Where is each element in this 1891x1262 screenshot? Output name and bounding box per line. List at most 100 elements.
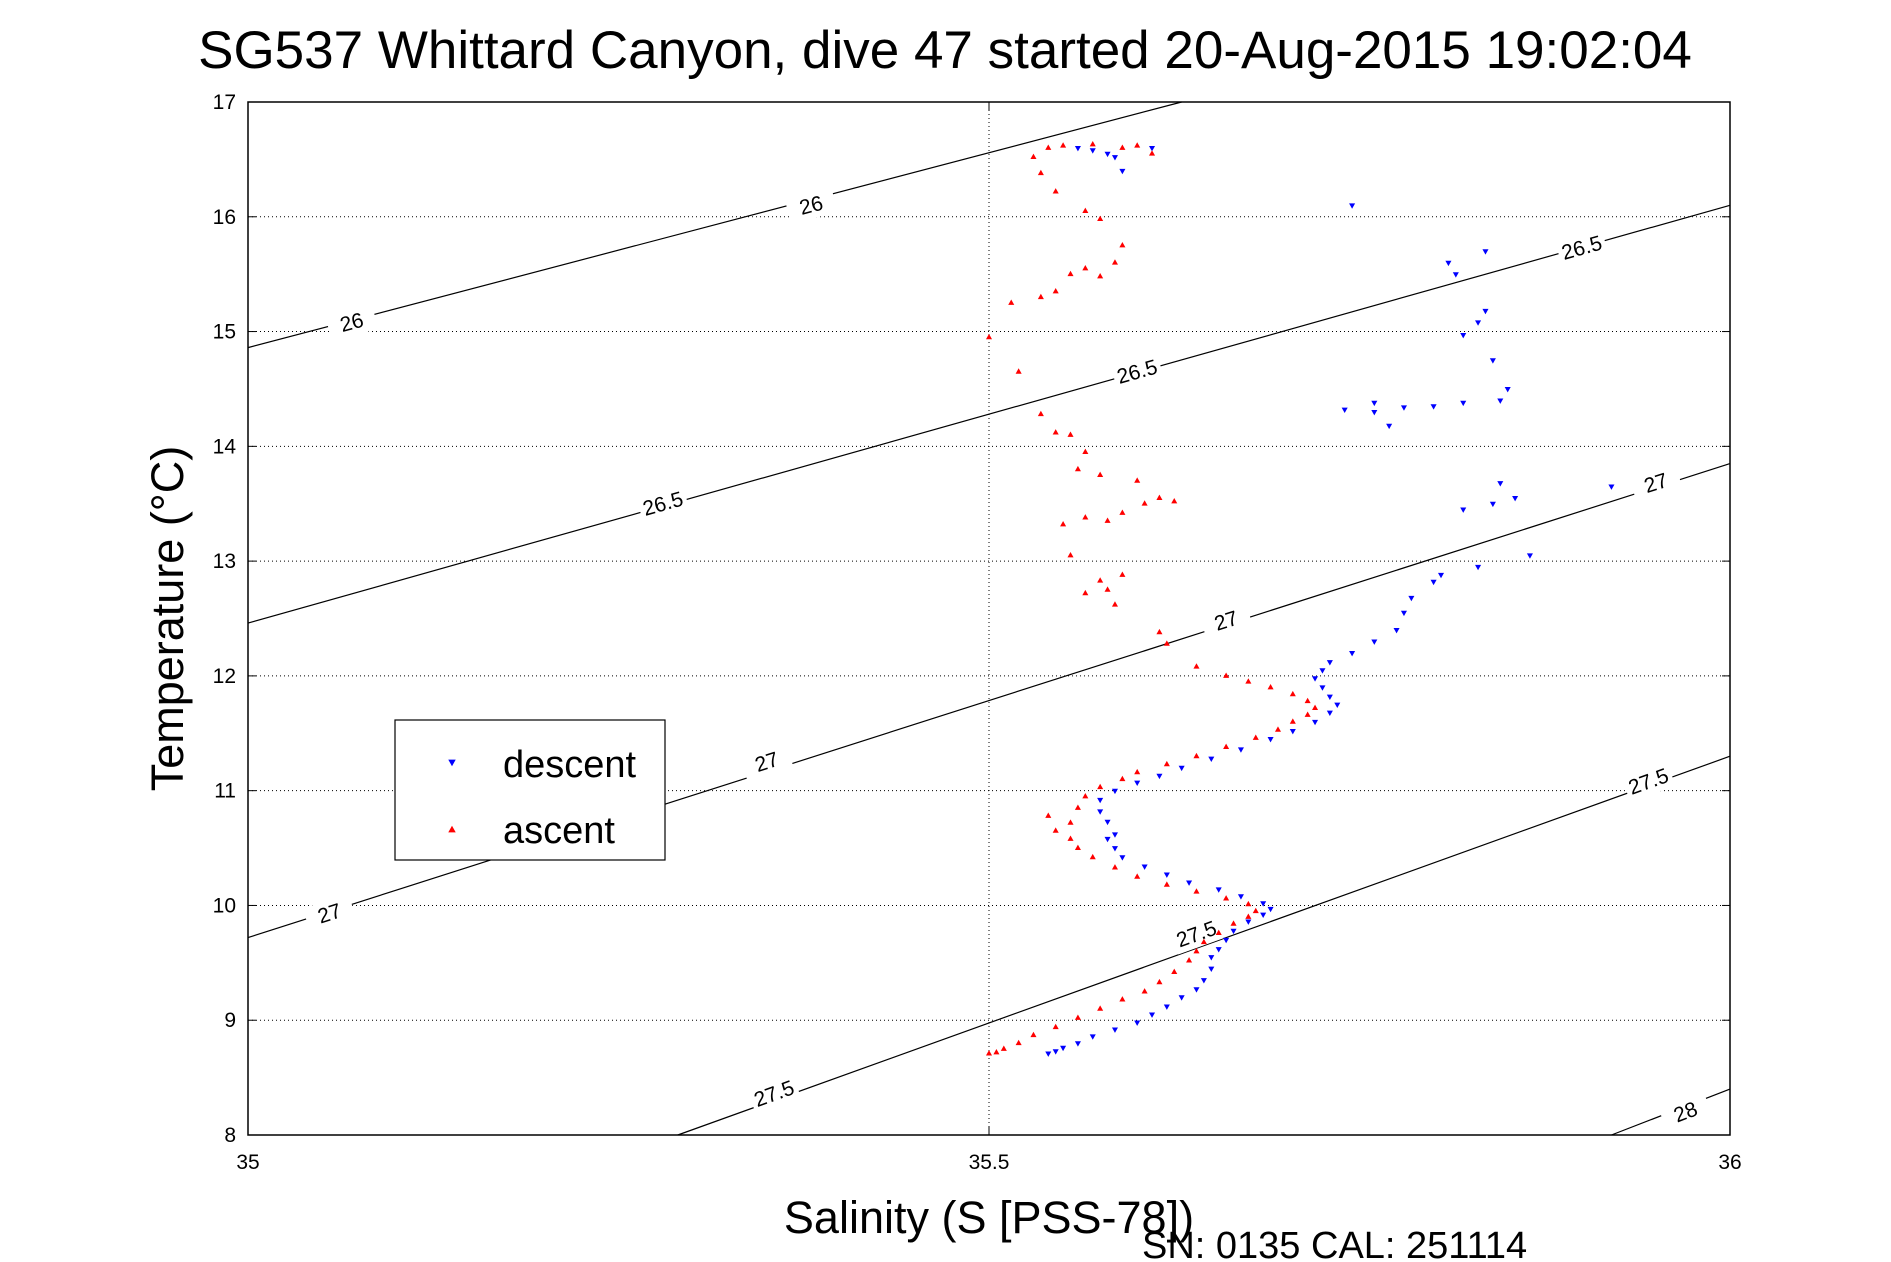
ascent-point <box>1245 900 1252 907</box>
descent-point <box>1215 947 1222 953</box>
descent-point <box>1104 836 1111 843</box>
ascent-point <box>1156 978 1163 985</box>
ascent-point <box>1163 760 1170 767</box>
descent-point <box>1400 610 1407 617</box>
descent-point <box>1489 358 1496 364</box>
ascent-point <box>1097 215 1104 222</box>
descent-point <box>1111 846 1118 852</box>
legend-ascent-symbol <box>448 825 456 833</box>
ascent-point <box>1193 947 1200 954</box>
legend-ascent-label: ascent <box>503 810 615 852</box>
descent-point <box>1371 400 1378 407</box>
ascent-point <box>1104 517 1111 523</box>
ascent-point <box>1097 471 1104 477</box>
ascent-point <box>1045 812 1052 818</box>
ascent-point <box>1030 153 1037 160</box>
descent-point <box>1060 1045 1067 1052</box>
descent-point <box>1119 168 1126 175</box>
descent-point <box>1104 151 1111 158</box>
ascent-point <box>1289 690 1296 697</box>
descent-point <box>1111 788 1118 795</box>
ascent-point <box>1052 188 1059 194</box>
ascent-point <box>1008 299 1015 305</box>
contour-label-bg <box>1110 352 1164 391</box>
x-tick-label: 36 <box>1718 1151 1741 1174</box>
ascent-point <box>1052 429 1059 435</box>
ascent-point <box>985 333 993 340</box>
descent-point <box>1097 809 1104 815</box>
ascent-point <box>1163 881 1170 887</box>
ascent-point <box>1193 752 1200 759</box>
ascent-point <box>1223 895 1230 901</box>
descent-point <box>1178 995 1185 1001</box>
descent-point <box>1504 386 1511 393</box>
descent-point <box>1430 579 1437 586</box>
legend-descent-symbol <box>448 759 456 767</box>
ascent-point <box>1134 142 1141 148</box>
ascent-point <box>1111 601 1118 607</box>
descent-point <box>1074 145 1081 152</box>
ascent-point <box>1089 853 1096 860</box>
ascent-point <box>1052 827 1059 833</box>
descent-point <box>1526 553 1533 559</box>
descent-point <box>1400 405 1407 411</box>
contour-label-text: 26 <box>797 192 825 220</box>
ascent-point <box>1097 1005 1104 1011</box>
descent-point <box>1097 797 1104 804</box>
ascent-point <box>1193 663 1200 669</box>
ascent-point <box>1074 804 1081 810</box>
ascent-point <box>1037 293 1044 300</box>
ascent-point <box>1171 498 1178 504</box>
ascent-point <box>1067 551 1074 558</box>
descent-point <box>1134 1020 1141 1026</box>
y-tick-label: 13 <box>213 550 236 573</box>
contour-line-26.5 <box>247 204 1731 624</box>
descent-point <box>1074 1041 1081 1047</box>
ascent-point <box>1171 968 1178 974</box>
descent-point <box>1289 729 1296 735</box>
descent-point <box>1312 719 1319 726</box>
ascent-point <box>1193 888 1200 894</box>
data-series <box>985 141 1615 1057</box>
ascent-point <box>1030 1031 1037 1038</box>
descent-point <box>1104 819 1111 826</box>
contour-label-bg <box>302 893 357 934</box>
axis-ticks: 8 9 10 11 12 13 14 15 16 17 35 35.5 36 <box>213 91 1742 1174</box>
descent-point <box>1326 660 1333 666</box>
ascent-point <box>1104 586 1111 592</box>
contour-label-26: 26 <box>784 186 838 224</box>
ascent-point <box>1111 864 1118 870</box>
ascent-point <box>1119 144 1126 150</box>
descent-point <box>1237 747 1244 753</box>
ascent-point <box>1052 287 1059 294</box>
legend-descent-label: descent <box>503 744 637 786</box>
y-tick-label: 16 <box>213 206 236 229</box>
legend-descent-marker <box>448 759 456 767</box>
ascent-point <box>1119 775 1126 782</box>
ascent-point <box>1097 577 1104 583</box>
ascent-point <box>1141 988 1148 994</box>
descent-point <box>1089 148 1096 154</box>
descent-point <box>1208 966 1215 972</box>
ascent-point <box>1141 500 1148 506</box>
contour-label-text: 26 <box>338 309 366 337</box>
contour-label-26.5: 26.5 <box>636 484 690 523</box>
descent-point <box>1341 407 1348 414</box>
descent-point <box>1148 1012 1156 1018</box>
descent-point <box>1208 756 1215 762</box>
ascent-point <box>1230 920 1237 926</box>
descent-point <box>1045 1051 1052 1057</box>
contour-label-bg <box>1555 228 1609 267</box>
descent-point <box>1052 1049 1059 1055</box>
contour-label-27: 27 <box>1199 601 1253 641</box>
ascent-point <box>1082 448 1089 455</box>
descent-point <box>1111 1027 1118 1033</box>
descent-point <box>1334 702 1341 708</box>
descent-point <box>1475 564 1482 571</box>
descent-point <box>1245 919 1252 925</box>
serial-calibration-text: SN: 0135 CAL: 251114 <box>1142 1225 1527 1262</box>
descent-point <box>1326 710 1333 717</box>
contour-label-26: 26 <box>325 303 379 342</box>
